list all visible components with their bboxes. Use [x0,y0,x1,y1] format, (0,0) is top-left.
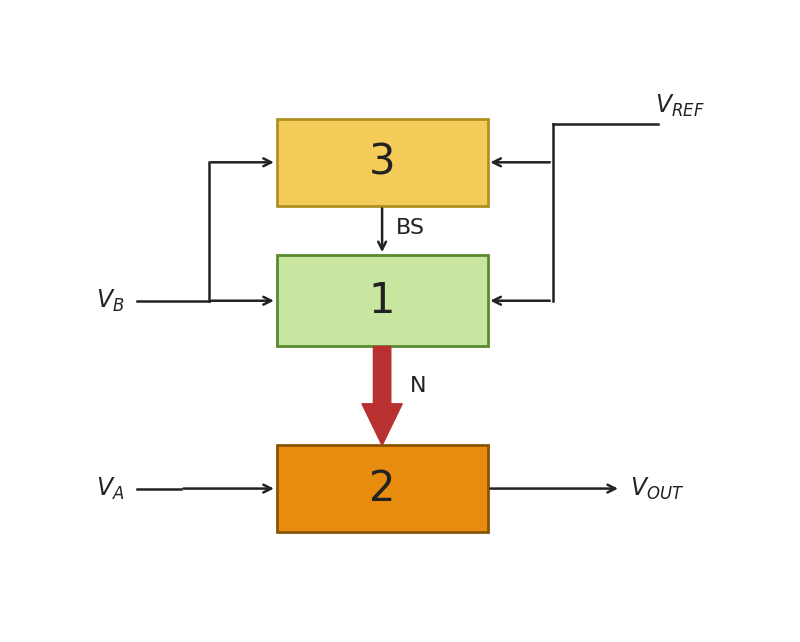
Text: N: N [410,376,426,396]
Text: BS: BS [396,218,425,238]
Text: 2: 2 [369,467,395,510]
Text: $V_{REF}$: $V_{REF}$ [654,93,705,119]
FancyBboxPatch shape [277,446,487,532]
FancyArrow shape [362,347,402,446]
Text: $V_{OUT}$: $V_{OUT}$ [630,476,685,501]
Text: $V_A$: $V_A$ [97,476,125,501]
Text: $V_B$: $V_B$ [96,288,125,314]
Text: 3: 3 [369,141,395,184]
FancyBboxPatch shape [277,255,487,347]
Text: 1: 1 [369,280,395,322]
FancyBboxPatch shape [277,119,487,205]
